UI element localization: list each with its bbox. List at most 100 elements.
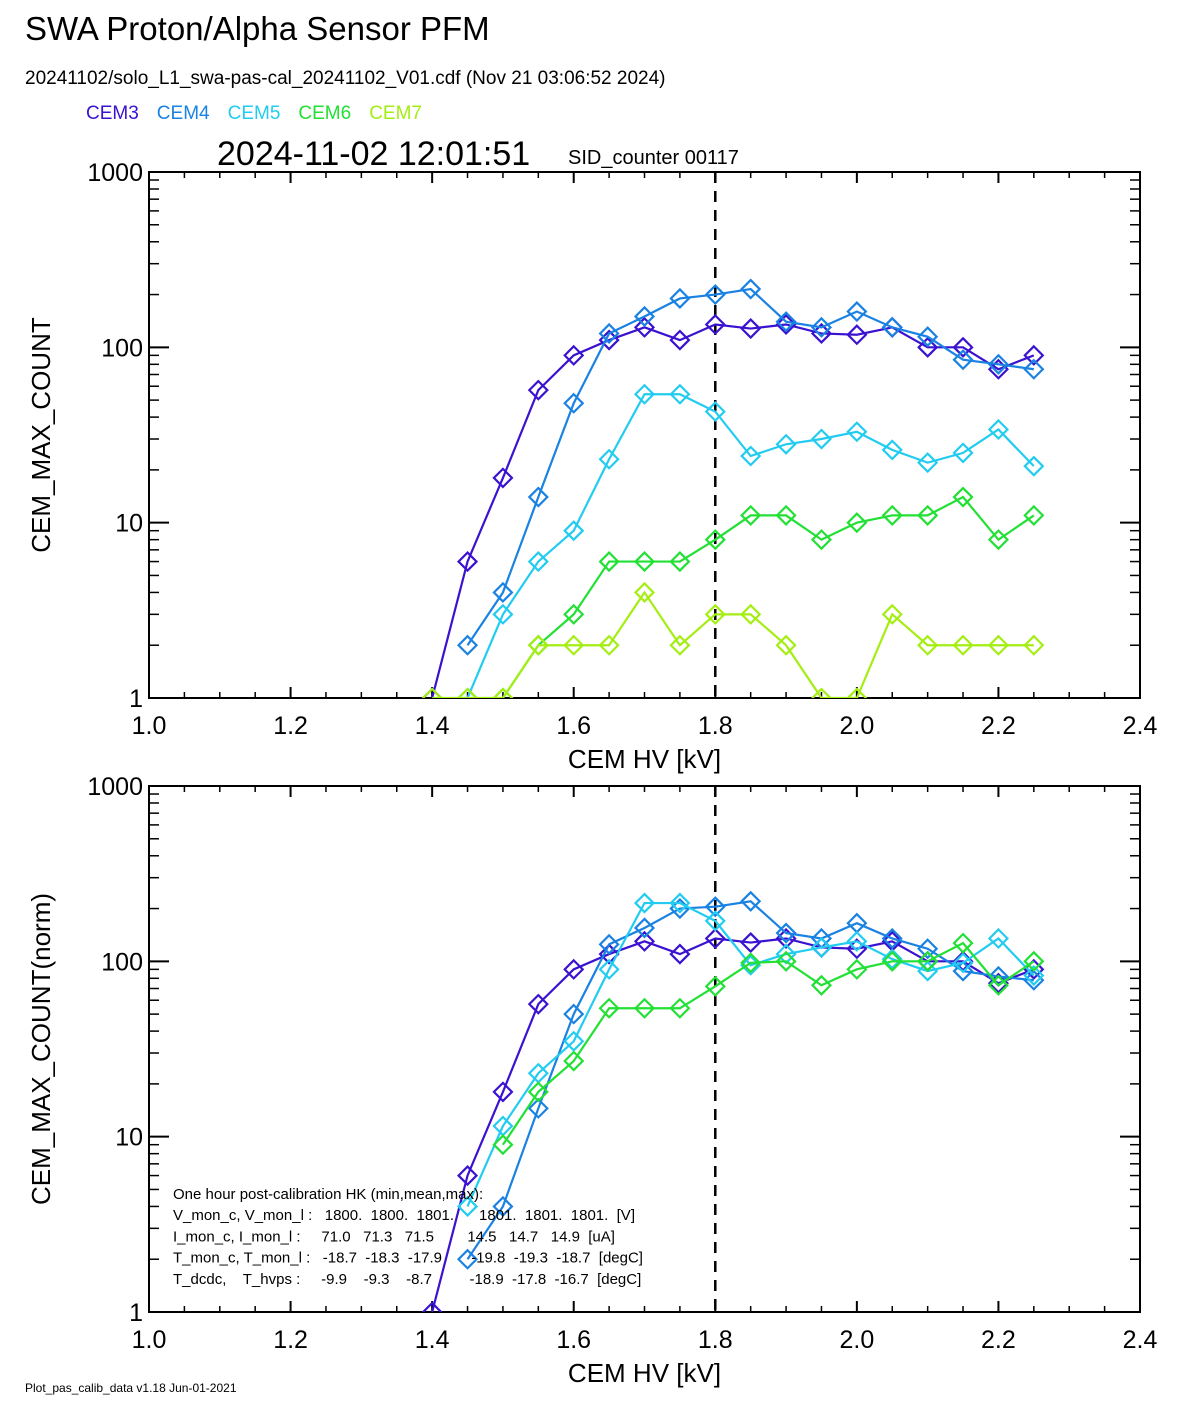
- marker: [917, 452, 939, 474]
- marker: [952, 932, 974, 954]
- marker: [492, 1134, 514, 1156]
- marker: [598, 958, 620, 980]
- y-axis-label: CEM_MAX_COUNT(norm): [26, 893, 56, 1205]
- marker: [563, 1030, 585, 1052]
- marker: [563, 1050, 585, 1072]
- y-tick-label: 1: [129, 1299, 143, 1327]
- y-tick-label: 1: [129, 685, 143, 713]
- marker: [527, 486, 549, 508]
- marker: [740, 931, 762, 954]
- x-tick-label: 1.6: [556, 1326, 591, 1354]
- marker: [633, 917, 656, 939]
- marker: [987, 974, 1009, 996]
- marker: [527, 993, 549, 1015]
- marker: [1023, 455, 1045, 477]
- legend-entry: CEM3: [86, 103, 139, 124]
- x-tick-label: 2.4: [1123, 712, 1158, 740]
- marker: [598, 997, 620, 1019]
- marker: [987, 927, 1009, 950]
- marker: [456, 551, 479, 573]
- marker: [704, 603, 726, 625]
- marker: [775, 313, 797, 336]
- marker: [917, 504, 939, 526]
- legend-entry: CEM7: [369, 103, 422, 124]
- marker: [987, 529, 1009, 551]
- marker: [456, 1195, 479, 1217]
- marker: [669, 329, 691, 351]
- marker: [1023, 344, 1045, 366]
- y-tick-label: 1000: [87, 159, 143, 187]
- marker: [527, 1081, 549, 1103]
- plot-area: [421, 278, 1045, 698]
- series-line: [432, 590, 1034, 698]
- marker: [563, 520, 585, 542]
- x-tick-label: 1.8: [698, 712, 733, 740]
- marker: [810, 428, 833, 450]
- marker: [633, 892, 656, 914]
- legend-entry: CEM4: [157, 103, 210, 124]
- series-line: [431, 937, 1035, 1312]
- series-line: [466, 393, 1035, 698]
- marker: [846, 687, 868, 698]
- x-tick-label: 1.6: [556, 712, 591, 740]
- marker: [1023, 358, 1045, 380]
- x-tick-label: 1.2: [273, 712, 308, 740]
- marker: [846, 958, 868, 980]
- marker: [669, 287, 691, 310]
- marker: [563, 392, 585, 414]
- marker: [952, 486, 974, 508]
- marker: [704, 927, 726, 950]
- marker: [775, 950, 797, 972]
- marker: [704, 529, 726, 551]
- marker: [846, 300, 868, 323]
- series-line: [466, 901, 1035, 1207]
- marker: [952, 634, 974, 656]
- marker: [633, 383, 656, 405]
- marker: [917, 634, 939, 656]
- x-tick-label: 1.4: [415, 712, 450, 740]
- marker: [775, 433, 797, 455]
- y-tick-label: 100: [101, 948, 143, 976]
- marker: [704, 283, 726, 306]
- marker: [775, 943, 797, 965]
- marker: [704, 975, 726, 997]
- marker: [421, 687, 443, 698]
- marker: [456, 687, 479, 698]
- marker: [810, 936, 833, 959]
- x-tick-label: 2.2: [981, 1326, 1016, 1354]
- marker: [1023, 504, 1045, 526]
- marker: [917, 326, 939, 348]
- legend-entry: CEM5: [228, 103, 281, 124]
- marker: [633, 305, 656, 328]
- marker: [740, 278, 762, 300]
- x-tick-label: 1.8: [698, 1326, 733, 1354]
- marker: [952, 960, 974, 982]
- marker: [740, 952, 762, 974]
- marker: [881, 927, 903, 950]
- marker: [527, 379, 549, 401]
- marker: [952, 336, 974, 358]
- marker: [881, 439, 903, 461]
- x-tick-label: 2.0: [839, 1326, 874, 1354]
- marker: [527, 551, 549, 573]
- plot-area: [421, 890, 1045, 1312]
- marker: [598, 634, 620, 656]
- marker: [669, 997, 691, 1019]
- y-axis-label: CEM_MAX_COUNT: [26, 317, 56, 553]
- marker: [775, 634, 797, 656]
- marker: [846, 421, 868, 443]
- marker: [669, 943, 691, 965]
- marker: [527, 634, 549, 656]
- x-axis-label: CEM HV [kV]: [568, 744, 721, 774]
- marker: [881, 950, 903, 972]
- marker: [492, 467, 514, 489]
- marker: [775, 922, 797, 944]
- marker: [775, 504, 797, 526]
- marker: [1023, 964, 1045, 987]
- hk-note: I_mon_c, I_mon_l : 71.0 71.3 71.5 14.5 1…: [173, 1228, 615, 1245]
- marker: [740, 504, 762, 526]
- marker: [563, 603, 585, 625]
- marker: [740, 890, 762, 912]
- marker: [881, 316, 903, 338]
